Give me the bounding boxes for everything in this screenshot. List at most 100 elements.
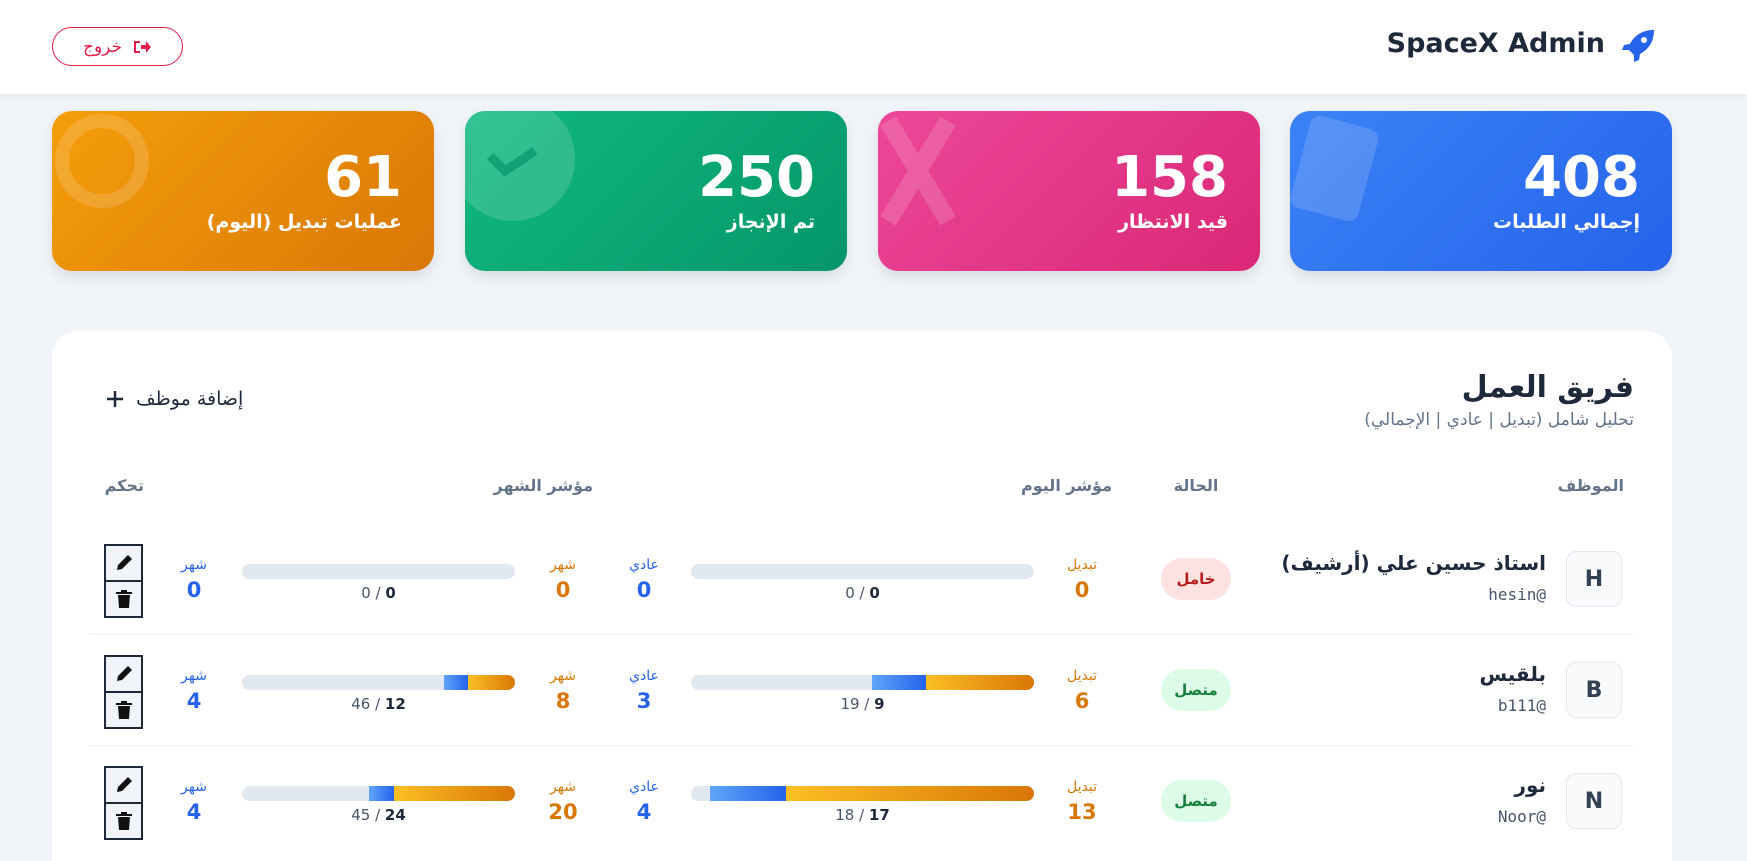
- bar-regular: [443, 675, 468, 690]
- edit-button[interactable]: [104, 544, 143, 582]
- card-icon: [465, 111, 575, 221]
- stat-value: 408: [1523, 145, 1640, 210]
- column-header: الحالة: [1173, 476, 1219, 495]
- done: 12: [384, 695, 406, 713]
- total: 0: [361, 584, 385, 602]
- bar-swap: [393, 786, 515, 801]
- edit-button[interactable]: [104, 655, 143, 693]
- done: 24: [384, 806, 406, 824]
- logout-icon: [134, 40, 152, 53]
- bar-swap: [467, 675, 515, 690]
- delete-button[interactable]: [104, 802, 143, 840]
- bar-swap: [786, 786, 1034, 801]
- status-badge: خامل: [1161, 558, 1231, 600]
- total: 45: [351, 806, 385, 824]
- stat-card: 250 تم الإنجاز: [465, 111, 847, 271]
- swap-value: 20: [548, 800, 578, 824]
- done: 0: [385, 584, 396, 602]
- regular-label: شهر: [181, 557, 207, 573]
- swap-label: شهر: [550, 779, 576, 795]
- section-title: فريق العمل: [1461, 370, 1634, 405]
- logout-label: خروج: [82, 36, 123, 57]
- bar-track: [242, 564, 515, 579]
- plus-icon: [107, 391, 123, 407]
- regular-value: 4: [186, 800, 202, 824]
- stat-label: قيد الانتظار: [1118, 211, 1228, 233]
- swap-value: 0: [555, 578, 571, 602]
- edit-button[interactable]: [104, 766, 143, 804]
- column-header: مؤشر اليوم: [1021, 476, 1112, 495]
- total: 0: [845, 584, 869, 602]
- delete-icon: [115, 701, 132, 719]
- stat-value: 61: [324, 145, 402, 210]
- stat-value: 158: [1111, 145, 1228, 210]
- status-badge: متصل: [1161, 780, 1231, 822]
- logout-button[interactable]: خروج: [52, 27, 183, 66]
- header: [0, 0, 1747, 94]
- add-employee-button[interactable]: إضافة موظف: [106, 388, 243, 410]
- regular-label: شهر: [181, 779, 207, 795]
- column-header: الموظف: [1557, 476, 1624, 495]
- stat-label: إجمالي الطلبات: [1493, 211, 1640, 233]
- swap-label: تبديل: [1067, 557, 1097, 573]
- bar-caption: 1718: [691, 806, 1034, 824]
- row-separator: [89, 634, 1634, 635]
- avatar: N: [1566, 773, 1622, 829]
- edit-icon: [116, 777, 132, 792]
- swap-label: شهر: [550, 557, 576, 573]
- section-subtitle: تحليل شامل (تبديل | عادي | الإجمالي): [1364, 410, 1634, 430]
- bar-track: [691, 564, 1034, 579]
- regular-value: 4: [636, 800, 652, 824]
- regular-label: عادي: [629, 779, 659, 795]
- delete-button[interactable]: [104, 580, 143, 618]
- bar-caption: 919: [691, 695, 1034, 713]
- bar-regular: [871, 675, 926, 690]
- card-icon: [55, 114, 149, 208]
- avatar: H: [1566, 551, 1622, 607]
- regular-label: عادي: [629, 668, 659, 684]
- bar-caption: 00: [242, 584, 515, 602]
- total: 18: [835, 806, 869, 824]
- regular-value: 4: [186, 689, 202, 713]
- stat-card: 408 إجمالي الطلبات: [1290, 111, 1672, 271]
- regular-value: 0: [636, 578, 652, 602]
- swap-value: 0: [1074, 578, 1090, 602]
- stat-card: 61 عمليات تبديل (اليوم): [52, 111, 434, 271]
- delete-button[interactable]: [104, 691, 143, 729]
- stat-card: 158 قيد الانتظار: [878, 111, 1260, 271]
- row-separator: [89, 745, 1634, 746]
- employee-user: hesin@: [1488, 585, 1546, 604]
- bar-regular: [710, 786, 787, 801]
- total: 19: [840, 695, 874, 713]
- total: 46: [351, 695, 385, 713]
- edit-icon: [116, 666, 132, 681]
- employee-name: بلقيس: [1479, 662, 1546, 686]
- avatar: B: [1566, 662, 1622, 718]
- stat-value: 250: [698, 145, 815, 210]
- regular-value: 3: [636, 689, 652, 713]
- swap-label: تبديل: [1067, 779, 1097, 795]
- employee-name: استاذ حسين علي (أرشيف): [1281, 551, 1546, 575]
- card-icon: [880, 116, 956, 226]
- bar-caption: 2445: [242, 806, 515, 824]
- stat-label: عمليات تبديل (اليوم): [206, 211, 402, 233]
- card-icon: [1290, 115, 1379, 222]
- team-panel: [52, 331, 1672, 861]
- delete-icon: [115, 590, 132, 608]
- stat-label: تم الإنجاز: [726, 211, 815, 233]
- bar-regular: [369, 786, 394, 801]
- swap-value: 6: [1074, 689, 1090, 713]
- swap-value: 13: [1067, 800, 1097, 824]
- bar-caption: 00: [691, 584, 1034, 602]
- done: 9: [874, 695, 885, 713]
- brand: SpaceX Admin: [1386, 28, 1605, 59]
- column-header: مؤشر الشهر: [493, 476, 593, 495]
- rocket-icon: [1622, 30, 1654, 62]
- regular-value: 0: [186, 578, 202, 602]
- edit-icon: [116, 555, 132, 570]
- done: 17: [868, 806, 890, 824]
- column-header: تحكم: [104, 476, 144, 495]
- regular-label: عادي: [629, 557, 659, 573]
- employee-user: b111@: [1497, 696, 1546, 715]
